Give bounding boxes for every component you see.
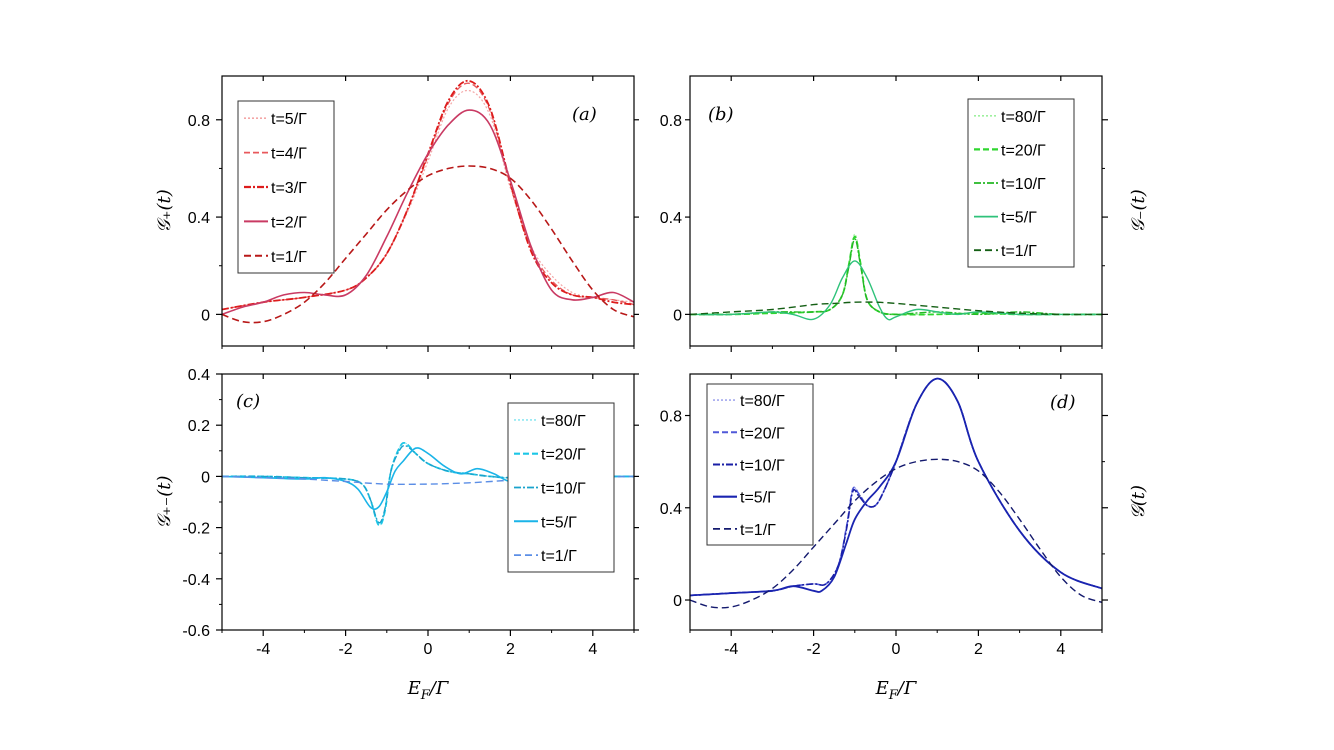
series-line-b-2: [690, 238, 1102, 316]
panel-label: (c): [236, 391, 260, 412]
x-tick-label: 4: [1056, 641, 1065, 658]
y-axis-title: 𝒢₊(t): [154, 189, 175, 233]
legend-label: t=5/Γ: [541, 514, 577, 531]
x-tick-label: 0: [892, 641, 901, 658]
y-axis-title: 𝒢₊₋(t): [154, 475, 175, 528]
legend: t=80/Γ t=20/Γ t=10/Γ t=5/Γ t=1/Γ: [967, 98, 1075, 268]
legend-label: t=1/Γ: [541, 548, 577, 565]
panel-label: (d): [1050, 392, 1076, 413]
legend-label: t=5/Γ: [271, 111, 307, 128]
y-tick-label: -0.2: [182, 521, 210, 538]
x-axis-title: EF/Γ: [407, 678, 450, 703]
panel-a: 0 0.4 0.8 𝒢₊(t) (a) t=5/Γ t=4/Γ t=3/Γ t=2/Γ t=1/Γ: [154, 75, 639, 352]
legend-label: t=5/Γ: [740, 490, 776, 507]
y-tick-label: 0.4: [188, 367, 210, 384]
y-tick-label: 0.4: [660, 501, 682, 518]
legend: t=5/Γ t=4/Γ t=3/Γ t=2/Γ t=1/Γ: [237, 100, 335, 274]
y-tick-label: 0.2: [188, 418, 210, 435]
series-line-d-2: [690, 377, 1102, 597]
legend-label: t=1/Γ: [740, 522, 776, 539]
series-line-b-3: [690, 260, 1102, 321]
panel-label: (b): [708, 104, 734, 125]
panel-label: (a): [572, 104, 597, 125]
panel-b: 00.40.8𝒢₋(t)(b) t=80/Γt=20/Γt=10/Γt=5/Γt=…: [660, 75, 1149, 352]
legend-label: t=1/Γ: [1001, 243, 1037, 260]
y-tick-label: 0: [673, 307, 682, 324]
y-tick-label: 0.8: [660, 113, 682, 130]
series-group: [690, 233, 1102, 321]
legend-box: [706, 383, 814, 546]
x-tick-label: -2: [338, 641, 352, 658]
series-line-a-4: [222, 165, 634, 324]
legend-label: t=10/Γ: [1001, 176, 1046, 193]
legend-label: t=80/Γ: [740, 393, 785, 410]
series-line-a-3: [222, 109, 634, 316]
legend-label: t=10/Γ: [740, 458, 785, 475]
legend-box: [967, 98, 1075, 268]
legend-label: t=10/Γ: [541, 481, 586, 498]
x-axis-title: EF/Γ: [875, 678, 918, 703]
y-tick-label: 0.4: [188, 210, 210, 227]
legend-label: t=80/Γ: [1001, 109, 1046, 126]
y-axis-title: 𝒢(t): [1128, 485, 1149, 519]
x-tick-label: 4: [588, 641, 597, 658]
y-tick-label: -0.4: [182, 572, 210, 589]
x-tick-label: 2: [974, 641, 983, 658]
x-tick-label: 2: [506, 641, 515, 658]
x-tick-label: -4: [256, 641, 270, 658]
legend-label: t=3/Γ: [271, 180, 307, 197]
y-tick-label: 0: [201, 307, 210, 324]
y-tick-label: 0.8: [188, 113, 210, 130]
panel-c: -4 -2 0 2 4 -0.6 -0.4 -0.2 0 0.2 0.4 𝒢₊₋(t) EF/Γ (c) t…: [154, 367, 639, 703]
legend-label: t=20/Γ: [1001, 142, 1046, 159]
x-tick-label: 0: [424, 641, 433, 658]
series-group: [222, 79, 634, 324]
legend-box: [507, 402, 615, 573]
legend-label: t=20/Γ: [541, 447, 586, 464]
legend-label: t=2/Γ: [271, 214, 307, 231]
panel-d: -4 -2 0 2 4 0 0.4 0.8 𝒢(t) EF/Γ (d) t=80/Γ t=20/Γ t=1…: [660, 373, 1149, 703]
y-tick-label: 0.8: [660, 409, 682, 426]
x-tick-label: -2: [806, 641, 820, 658]
series-line-a-2: [222, 79, 634, 311]
legend-label: t=5/Γ: [1001, 210, 1037, 227]
series-line-b-4: [690, 301, 1102, 316]
x-tick-label: -4: [724, 641, 738, 658]
y-tick-label: 0.4: [660, 210, 682, 227]
series-line-d-3: [690, 377, 1102, 597]
legend-label: t=20/Γ: [740, 425, 785, 442]
y-tick-label: 0: [201, 469, 210, 486]
y-axis-title: 𝒢₋(t): [1128, 189, 1149, 233]
series-group: [690, 377, 1102, 609]
legend: t=80/Γ t=20/Γ t=10/Γ t=5/Γ t=1/Γ: [507, 402, 615, 573]
series-line-a-1: [222, 82, 634, 311]
series-line-d-4: [690, 458, 1102, 609]
y-tick-label: -0.6: [182, 623, 210, 640]
legend-label: t=80/Γ: [541, 413, 586, 430]
legend: t=80/Γ t=20/Γ t=10/Γ t=5/Γ t=1/Γ: [706, 383, 814, 546]
legend-label: t=1/Γ: [271, 249, 307, 266]
y-tick-label: 0: [673, 593, 682, 610]
legend-label: t=4/Γ: [271, 146, 307, 163]
